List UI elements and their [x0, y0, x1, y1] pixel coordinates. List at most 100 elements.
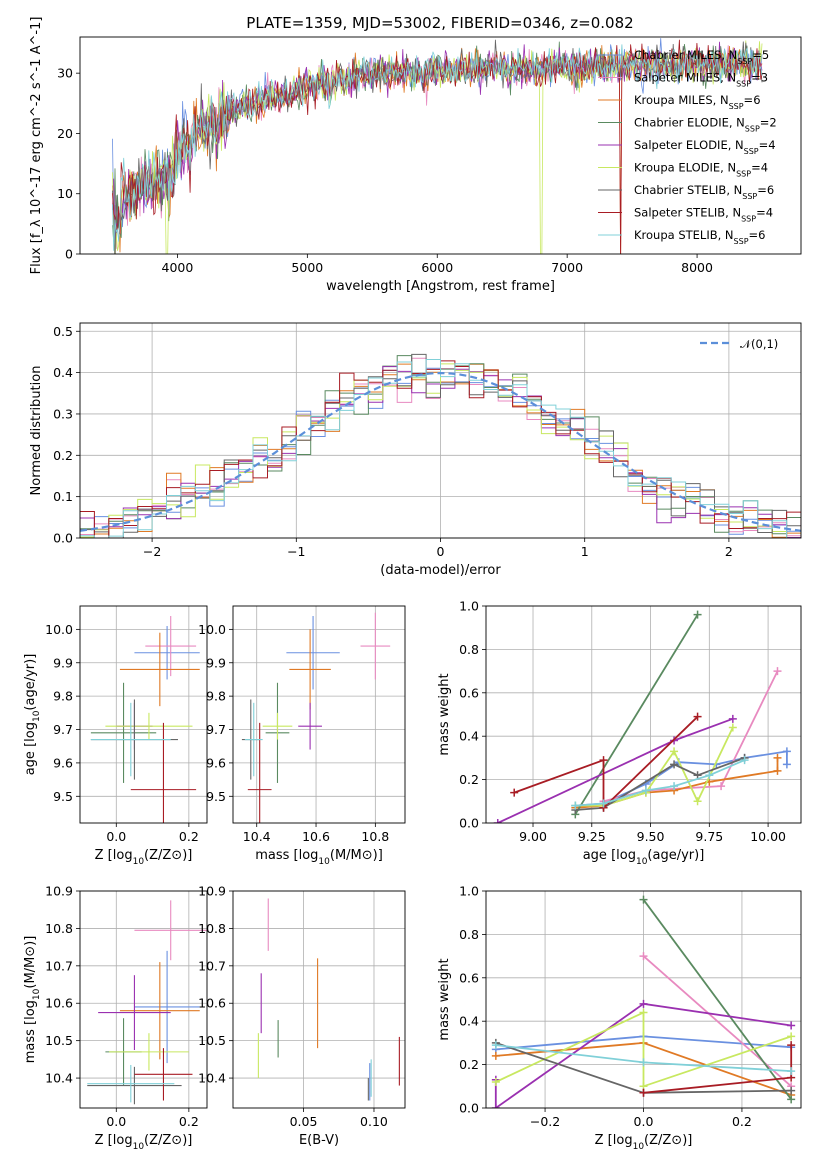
y-tick-label: 10 [57, 186, 73, 201]
errorbar-kroupa-stelib [87, 1064, 175, 1103]
errorbar-salpeter-elodie [98, 975, 171, 1051]
weight-vs-metallicity-panel: −0.2 0.0 0.2 0.0 0.2 0.4 0.6 0.8 1.0 Z [log10(Z/Z… [437, 884, 802, 1152]
weight-point-marker [571, 801, 580, 810]
figure-title: PLATE=1359, MJD=53002, FIBERID=0346, z=0… [246, 14, 633, 32]
legend-entry-chabrier-stelib: Chabrier STELIB, NSSP=6 [634, 183, 774, 201]
weight-series-kroupa-elodie [491, 1008, 796, 1091]
y-tick-label: 10.9 [198, 884, 226, 899]
weight-vs-age-panel: 9.00 9.25 9.50 9.75 10.00 0.0 0.2 0.4 0.6 0.8 1.0 a… [437, 599, 802, 867]
y-axis-label: age [log10(age/yr)] [23, 654, 42, 776]
errorbar-chabrier-miles [286, 616, 340, 690]
y-tick-label: 10.6 [45, 996, 73, 1011]
x-axis-label: mass [log10(M/M⊙)] [255, 848, 383, 867]
weight-point-marker [693, 771, 702, 780]
weight-point-marker [740, 756, 749, 765]
age-vs-mass-panel: 10.4 10.6 10.8 9.5 9.6 9.7 9.8 9.9 10.0 mass [log… [198, 605, 406, 867]
y-tick-label: 10.5 [198, 1033, 226, 1048]
y-tick-label: 9.6 [206, 755, 226, 770]
weight-line [575, 759, 745, 807]
y-tick-label: 0.8 [459, 927, 479, 942]
y-axis-label: Flux [f_λ 10^-17 erg cm^-2 s^-1 A^-1] [29, 17, 44, 275]
weight-point-marker [670, 760, 679, 769]
residuals-grid [80, 323, 801, 539]
x-tick-label: 0 [437, 544, 445, 559]
y-axis-label: mass weight [437, 958, 452, 1040]
weight-line [575, 757, 745, 811]
weight-point-marker [787, 1095, 796, 1104]
errorbar-chabrier-miles [134, 626, 200, 680]
errorbar-kroupa-miles [289, 629, 331, 710]
mass_vs_ebv-plot-area [257, 898, 400, 1101]
errorbar-kroupa-miles [119, 632, 200, 707]
spectrum-series-kroupa-stelib [112, 44, 763, 251]
legend-entry-kroupa-stelib: Kroupa STELIB, NSSP=6 [634, 228, 766, 246]
x-axis-label: age [log10(age/yr)] [583, 848, 705, 867]
weight-series-salpeter-stelib [639, 1041, 796, 1097]
legend-entry-salpeter-stelib: Salpeter STELIB, NSSP=4 [634, 206, 773, 224]
x-tick-label: 9.50 [637, 829, 665, 844]
errorbar-salpeter-stelib [130, 722, 197, 823]
weight-line [495, 1011, 792, 1088]
weight-point-marker [728, 723, 737, 732]
weight-point-marker [787, 1032, 796, 1041]
weight-point-marker [670, 747, 679, 756]
x-tick-label: 10.8 [361, 829, 389, 844]
weight-point-marker [491, 1051, 500, 1060]
x-tick-label: 4000 [162, 260, 194, 275]
weight-point-marker [787, 1067, 796, 1076]
age_vs_mass-frame [232, 605, 406, 824]
weight-point-marker [705, 771, 714, 780]
y-tick-label: 9.7 [206, 722, 226, 737]
weight-series-chabrier-elodie [639, 895, 796, 1104]
errorbar-salpeter-miles [145, 616, 197, 677]
weight-point-marker [773, 766, 782, 775]
weight-point-marker [728, 714, 737, 723]
x-tick-label: −1 [287, 544, 305, 559]
weight-point-marker [782, 747, 791, 756]
weight-line [574, 614, 699, 815]
x-tick-label: 9.25 [578, 829, 606, 844]
x-tick-label: 6000 [421, 260, 453, 275]
y-tick-label: 9.5 [53, 789, 73, 804]
y-tick-label: 10.0 [45, 622, 73, 637]
age_vs_mass-plot-area [241, 612, 391, 823]
errorbar-chabrier-elodie [90, 682, 157, 783]
x-axis-label: wavelength [Angstrom, rest frame] [326, 279, 555, 294]
y-tick-label: 10.7 [45, 958, 73, 973]
y-tick-label: 9.7 [53, 722, 73, 737]
errorbar-kroupa-stelib [90, 702, 171, 777]
x-tick-label: 10.00 [750, 829, 786, 844]
errorbar-salpeter-miles [360, 612, 391, 680]
legend-entry-kroupa-elodie: Kroupa ELODIE, NSSP=4 [634, 161, 768, 179]
x-tick-label: 0.05 [290, 1114, 318, 1129]
y-tick-label: 0.6 [459, 685, 479, 700]
x-tick-label: 5000 [291, 260, 323, 275]
x-tick-label: 1 [581, 544, 589, 559]
x-tick-label: 0.0 [106, 829, 126, 844]
errorbar-salpeter-elodie [298, 702, 322, 750]
legend-entry-kroupa-miles: Kroupa MILES, NSSP=6 [634, 93, 761, 111]
residuals-panel: −2 −1 0 1 2 0.0 0.1 0.2 0.3 0.4 0.5 (data-model)/er… [29, 322, 802, 578]
weight-point-marker [773, 667, 782, 676]
y-tick-label: 0.0 [459, 1101, 479, 1116]
legend-entry-salpeter-miles: Salpeter MILES, NSSP=3 [634, 71, 768, 89]
x-tick-label: 0.2 [179, 1114, 199, 1129]
weight_vs_Z-frame [485, 890, 802, 1109]
weight-point-marker [670, 782, 679, 791]
age_vs_Z-frame [79, 605, 208, 824]
errorbar-salpeter-stelib [134, 1048, 193, 1101]
weight-point-marker [693, 712, 702, 721]
weight-point-marker [510, 788, 519, 797]
spectrum-legend: Chabrier MILES, NSSP=5 Salpeter MILES, NS… [598, 48, 777, 246]
weight-point-marker [639, 1058, 648, 1067]
age_vs_mass-grid [233, 606, 405, 823]
y-tick-label: 10.4 [198, 1071, 226, 1086]
errorbar-chabrier-miles [134, 950, 200, 1064]
y-tick-label: 10.8 [198, 921, 226, 936]
y-axis-label: mass weight [437, 673, 452, 755]
weight_vs_age-plot-area [493, 610, 791, 823]
y-tick-label: 0.4 [459, 729, 479, 744]
legend-entry-chabrier-miles: Chabrier MILES, NSSP=5 [634, 48, 769, 66]
age_vs_Z-grid [80, 606, 207, 823]
spectrum-frame [79, 36, 802, 255]
